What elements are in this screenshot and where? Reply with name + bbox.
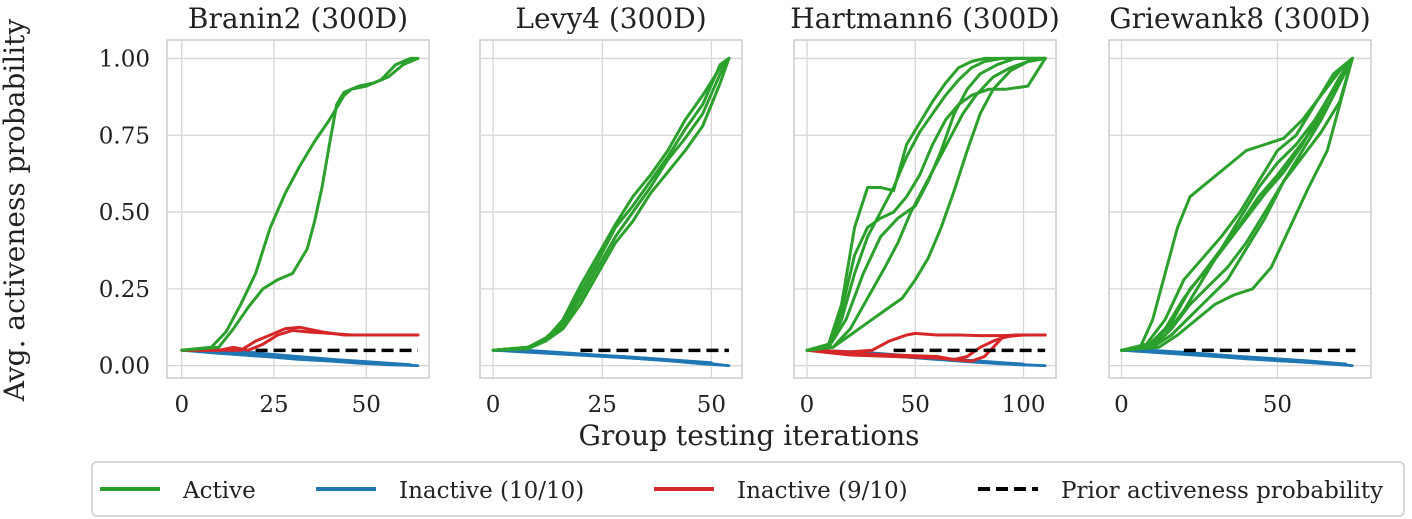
y-tick-label: 0.75	[99, 123, 150, 149]
chart-title: Griewank8 (300D)	[1109, 2, 1370, 35]
x-tick-label: 0	[800, 392, 815, 418]
y-tick-label: 0.25	[99, 277, 150, 303]
y-tick-label: 1.00	[99, 46, 150, 72]
x-tick-label: 0	[1114, 392, 1129, 418]
chart-panel: 0.00 0.25 0.50 0.75 1.00 0 25 50 Branin2 (300D)	[99, 2, 429, 418]
chart-title: Branin2 (300D)	[188, 2, 408, 35]
legend-label: Active	[182, 478, 256, 504]
x-tick-label: 50	[352, 392, 381, 418]
chart-panel: 0 50 Griewank8 (300D)	[1109, 2, 1371, 418]
legend-label: Prior activeness probability	[1061, 478, 1383, 504]
figure: Avg. activeness probability Group testin…	[0, 0, 1412, 519]
legend-label: Inactive (9/10)	[737, 478, 908, 504]
chart-panel: 0 50 100 Hartmann6 (300D)	[790, 2, 1060, 418]
y-tick-label: 0.50	[99, 200, 150, 226]
legend-label: Inactive (10/10)	[399, 478, 584, 504]
x-tick-label: 100	[1002, 392, 1046, 418]
chart-panel: 0 25 50 Levy4 (300D)	[480, 2, 742, 418]
x-tick-label: 0	[486, 392, 501, 418]
legend: Active Inactive (10/10) Inactive (9/10) Pri…	[92, 462, 1404, 516]
x-axis-label: Group testing iterations	[578, 419, 919, 452]
x-tick-label: 25	[588, 392, 617, 418]
y-axis-label: Avg. activeness probability	[0, 19, 31, 403]
x-tick-label: 25	[259, 392, 288, 418]
chart-title: Levy4 (300D)	[515, 2, 706, 35]
y-tick-label: 0.00	[99, 354, 150, 380]
x-tick-label: 50	[1263, 392, 1292, 418]
x-tick-label: 50	[697, 392, 726, 418]
x-tick-label: 50	[901, 392, 930, 418]
plot-area	[480, 40, 742, 378]
chart-title: Hartmann6 (300D)	[790, 2, 1060, 35]
x-tick-label: 0	[174, 392, 189, 418]
